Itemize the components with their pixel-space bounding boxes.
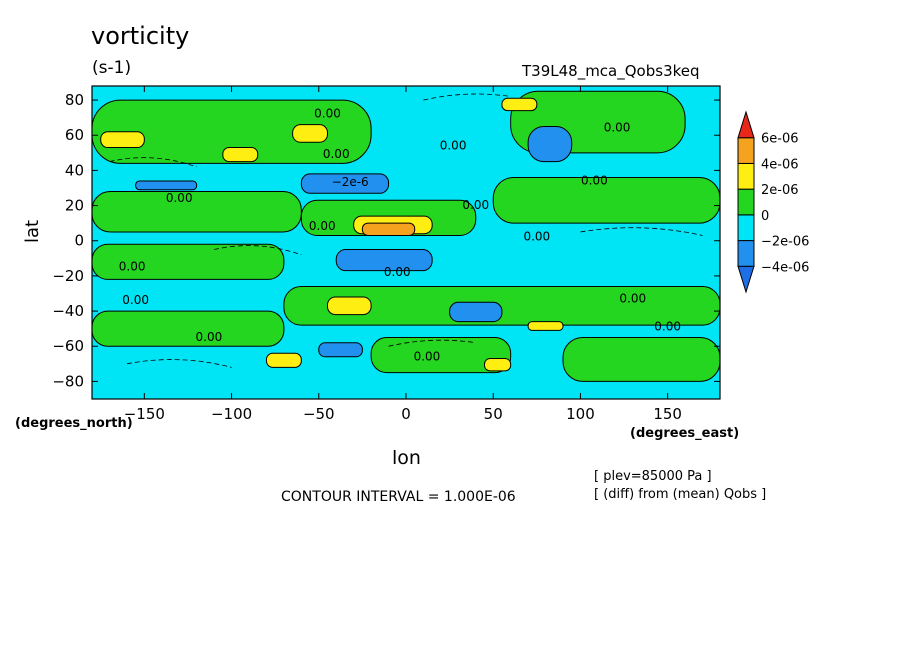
contour-label: −2e-6 [332, 175, 369, 189]
field-region [92, 191, 302, 233]
colorbar-label: 0 [761, 209, 769, 224]
negative-contour [423, 93, 511, 101]
y-tick-label: −80 [52, 372, 84, 390]
run-label: T39L48_mca_Qobs3keq [522, 62, 700, 80]
diff-note: [ (diff) from (mean) Qobs ] [594, 487, 767, 502]
contour-label: 0.00 [462, 198, 489, 212]
field-region [318, 342, 363, 358]
y-tick-label: 40 [65, 161, 84, 179]
colorbar-label: −4e-06 [761, 260, 809, 275]
x-tick-label: 50 [484, 405, 503, 423]
contour-label: 0.00 [122, 293, 149, 307]
contour-label: 0.00 [119, 260, 146, 274]
contour-label: 0.00 [604, 121, 631, 135]
contour-label: 0.00 [309, 219, 336, 233]
field-region [100, 131, 145, 149]
x-tick-label: −50 [303, 405, 335, 423]
field-region [300, 173, 390, 194]
x-axis-units: (degrees_east) [630, 426, 740, 441]
x-tick-label: 150 [653, 405, 682, 423]
contour-label: 0.00 [314, 107, 341, 121]
contour-label: 0.00 [654, 319, 681, 333]
y-tick-label: 0 [74, 232, 84, 250]
field-region [449, 301, 503, 323]
y-tick-label: 60 [65, 126, 84, 144]
colorbar-arrow-bottom [737, 265, 755, 294]
chart-units: (s-1) [92, 58, 132, 78]
y-tick-label: 80 [65, 91, 84, 109]
contour-label: 0.00 [440, 138, 467, 152]
colorbar-label: 4e-06 [761, 157, 799, 172]
negative-contour [388, 339, 476, 347]
colorbar-band [737, 162, 755, 190]
colorbar-band [737, 137, 755, 164]
y-tick-label: −40 [52, 302, 84, 320]
plev-note: [ plev=85000 Pa ] [594, 469, 712, 484]
field-region [92, 99, 372, 164]
contour-label: 0.00 [414, 349, 441, 363]
field-region [265, 352, 302, 368]
field-region [292, 124, 329, 143]
field-region [335, 249, 433, 272]
y-tick-label: −60 [52, 337, 84, 355]
field-region [484, 358, 512, 372]
x-tick-label: 0 [401, 405, 411, 423]
contour-label: 0.00 [323, 147, 350, 161]
field-region [361, 222, 416, 236]
chart-title: vorticity [91, 22, 190, 50]
x-tick-label: 100 [566, 405, 595, 423]
contour-label: 0.00 [384, 265, 411, 279]
field-region [370, 336, 512, 374]
colorbar-arrow-top [737, 110, 755, 139]
colorbar-label: 6e-06 [761, 132, 799, 147]
field-region [283, 285, 720, 326]
contour-label: 0.00 [196, 330, 223, 344]
x-axis-label: lon [392, 447, 421, 469]
contour-label: 0.00 [581, 173, 608, 187]
contour-label: 0.00 [619, 291, 646, 305]
y-tick-label: 20 [65, 197, 84, 215]
field-region [135, 180, 198, 191]
field-region [327, 296, 372, 316]
colorbar-label: −2e-06 [761, 235, 809, 250]
contour-label: 0.00 [523, 230, 550, 244]
negative-contour [214, 245, 302, 256]
colorbar-band [737, 188, 755, 216]
field-region [527, 125, 573, 163]
contour-interval: CONTOUR INTERVAL = 1.000E-06 [281, 489, 516, 505]
contour-label: 0.00 [166, 191, 193, 205]
negative-contour [109, 157, 197, 168]
field-region [501, 97, 538, 112]
field-region [492, 176, 720, 224]
colorbar-label: 2e-06 [761, 183, 799, 198]
colorbar-band [737, 214, 755, 242]
y-tick-label: −20 [52, 267, 84, 285]
negative-contour [126, 359, 232, 368]
field-region [92, 310, 285, 347]
colorbar-band [737, 240, 755, 267]
y-axis-units: (degrees_north) [15, 416, 133, 431]
field-regions: 0.00 0.00 −2e-6 0.00 0.00 0.00 0.00 0.00 0.00 0.0… [92, 86, 720, 399]
field-region [527, 321, 564, 331]
x-tick-label: −100 [211, 405, 252, 423]
x-tick-label: −150 [124, 405, 165, 423]
field-region [222, 147, 259, 163]
field-region [562, 336, 720, 382]
field-region [92, 243, 285, 280]
